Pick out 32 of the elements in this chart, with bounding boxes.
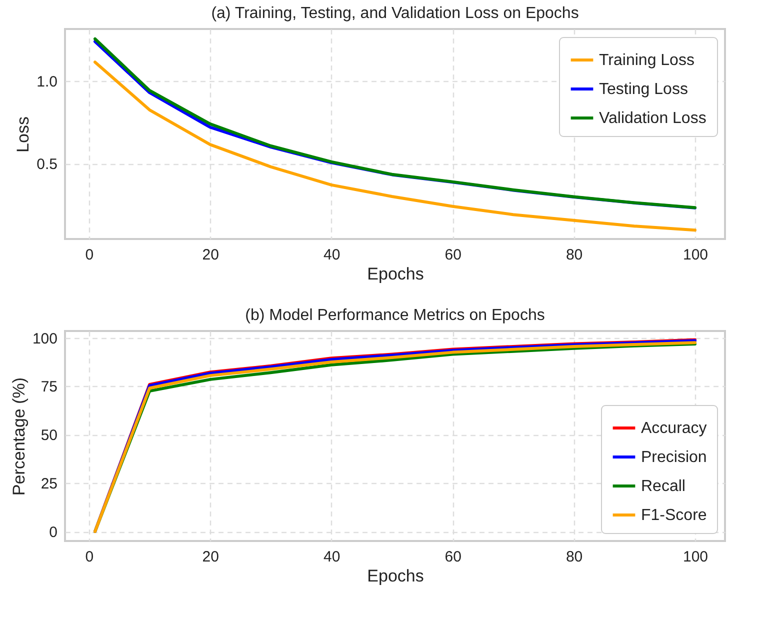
chart-title: (a) Training, Testing, and Validation Loss on Epochs: [211, 5, 579, 22]
y-tick-label: 50: [40, 427, 58, 444]
chart-title: (b) Model Performance Metrics on Epochs: [245, 306, 545, 324]
x-tick-label: 40: [324, 548, 340, 566]
x-axis-title: Epochs: [367, 264, 424, 284]
x-tick-label: 0: [85, 548, 94, 566]
x-tick-label: 20: [202, 548, 219, 566]
x-axis-title: Epochs: [367, 566, 424, 586]
y-axis-title: Loss: [14, 116, 33, 152]
legend-label: Training Loss: [599, 52, 694, 69]
legend-label: F1-Score: [641, 507, 707, 524]
legend-label: Recall: [641, 478, 686, 495]
x-tick-label: 60: [444, 548, 462, 566]
x-tick-label: 80: [566, 548, 583, 566]
x-tick-label: 60: [444, 246, 462, 264]
legend-label: Testing Loss: [599, 81, 688, 98]
y-tick-label: 75: [40, 378, 58, 396]
x-tick-label: 40: [324, 246, 340, 264]
y-axis-title: Percentage (%): [9, 377, 28, 496]
legend-label: Validation Loss: [599, 110, 706, 127]
y-tick-label: 0.5: [36, 156, 58, 174]
y-tick-label: 25: [40, 476, 58, 493]
y-tick-label: 1.0: [36, 74, 58, 91]
x-tick-label: 80: [566, 246, 583, 264]
x-tick-label: 0: [85, 246, 94, 264]
y-tick-label: 100: [32, 330, 58, 348]
legend-label: Precision: [641, 449, 707, 466]
legend-label: Accuracy: [641, 420, 707, 437]
x-tick-label: 20: [202, 246, 219, 264]
x-tick-label: 100: [682, 246, 708, 264]
y-tick-label: 0: [49, 524, 58, 542]
x-tick-label: 100: [682, 548, 708, 566]
